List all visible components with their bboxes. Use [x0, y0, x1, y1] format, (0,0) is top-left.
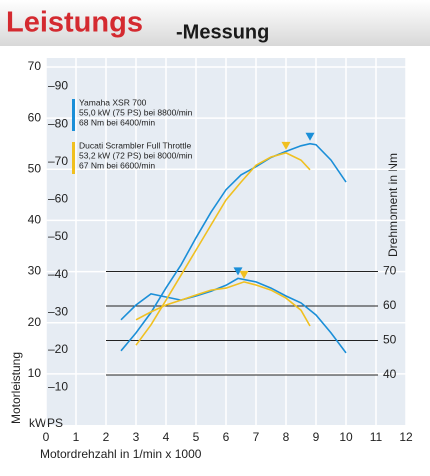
ps-tick-label: –90	[48, 79, 68, 93]
ps-tick-label: –60	[48, 192, 68, 206]
torque-line	[135, 281, 311, 327]
x-tick-label: 2	[103, 430, 110, 444]
legend-swatch	[72, 142, 75, 174]
y-tick-label: 50	[28, 161, 42, 175]
x-tick-label: 1	[73, 430, 80, 444]
ps-tick-label: –40	[48, 267, 68, 281]
ps-tick-label: –10	[48, 380, 68, 394]
x-tick-label: 5	[193, 430, 200, 444]
chart-title: Leistungs	[6, 7, 143, 39]
power-line	[135, 152, 311, 346]
x-tick-label: 3	[133, 430, 140, 444]
peak-power-marker	[281, 141, 291, 150]
x-tick-label: 12	[399, 430, 413, 444]
ps-tick-label: –70	[48, 154, 68, 168]
y2-tick-label: 50	[383, 333, 397, 347]
y2-tick-label: 70	[383, 264, 397, 278]
y2-tick-label: 60	[383, 298, 397, 312]
peak-torque-marker	[233, 267, 243, 276]
peak-torque-marker	[239, 270, 249, 279]
legend-detail: 67 Nm bei 6600/min	[79, 160, 155, 170]
x-tick-label: 10	[339, 430, 353, 444]
x-tick-label: 8	[283, 430, 290, 444]
y-axis-label: Motorleistung	[9, 352, 23, 424]
ps-tick-label: –50	[48, 229, 68, 243]
y-tick-label: 20	[28, 315, 42, 329]
y-tick-label: 60	[28, 110, 42, 124]
y-tick-label: 70	[28, 59, 42, 73]
header-band	[0, 0, 430, 46]
x-tick-label: 11	[370, 430, 383, 444]
legend-swatch	[72, 99, 75, 131]
x-axis-label: Motordrehzahl in 1/min x 1000	[40, 447, 202, 461]
x-tick-label: 4	[163, 430, 170, 444]
legend-detail: 55,0 kW (75 PS) bei 8800/min	[79, 107, 193, 117]
ps-tick-label: –80	[48, 116, 68, 130]
y2-axis-label: Drehmoment in Nm	[386, 153, 400, 257]
y-unit-label: kW	[29, 416, 47, 430]
y2-tick-label: 40	[383, 367, 397, 381]
legend-detail: 68 Nm bei 6400/min	[79, 117, 155, 127]
torque-line	[120, 277, 347, 354]
chart-title-suffix: -Messung	[176, 21, 269, 43]
ps-tick-label: –30	[48, 304, 68, 318]
ps-tick-label: –20	[48, 342, 68, 356]
ps-unit-label: PS	[47, 416, 63, 430]
legend-entry: Ducati Scrambler Full Throttle	[79, 140, 192, 150]
x-tick-label: 9	[313, 430, 320, 444]
y-tick-label: 30	[28, 264, 42, 278]
legend-entry: Yamaha XSR 700	[79, 97, 147, 107]
x-tick-label: 7	[253, 430, 260, 444]
peak-power-marker	[305, 132, 315, 141]
x-tick-label: 6	[223, 430, 230, 444]
legend-detail: 53,2 kW (72 PS) bei 8000/min	[79, 150, 193, 160]
y-tick-label: 10	[28, 366, 42, 380]
x-tick-label: 0	[43, 430, 50, 444]
y-tick-label: 40	[28, 213, 42, 227]
